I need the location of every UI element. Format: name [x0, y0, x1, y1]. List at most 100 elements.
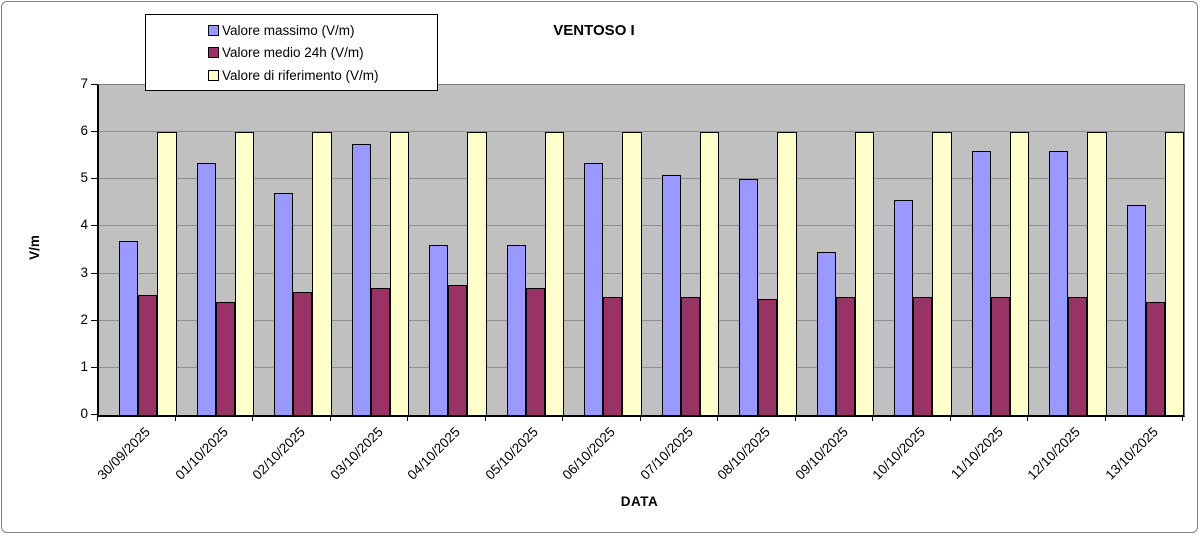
- bar: [1009, 132, 1030, 415]
- y-axis-title: V/m: [26, 235, 42, 260]
- legend-item-label: Valore medio 24h (V/m): [222, 45, 364, 60]
- bar-group: [177, 85, 255, 415]
- y-tick-mark: [91, 178, 97, 180]
- bar-group: [564, 85, 642, 415]
- y-tick-label: 0: [80, 406, 88, 421]
- x-tick-label: 13/10/2025: [1102, 424, 1161, 483]
- x-tick-mark: [174, 416, 176, 421]
- x-tick-mark: [484, 416, 486, 421]
- legend-item-label: Valore di riferimento (V/m): [222, 67, 379, 83]
- y-tick-mark: [91, 414, 97, 415]
- bar: [913, 297, 933, 415]
- bar: [1049, 151, 1069, 415]
- x-tick-label: 06/10/2025: [559, 424, 619, 483]
- bar: [622, 132, 642, 415]
- x-tick-mark: [872, 416, 873, 421]
- bar: [370, 288, 390, 415]
- x-axis-title: DATA: [620, 494, 659, 509]
- x-tick-mark: [407, 416, 408, 421]
- x-tick-label: 30/09/2025: [94, 424, 154, 483]
- bar-group: [409, 85, 487, 415]
- bar-group: [99, 85, 177, 415]
- bar: [215, 302, 235, 415]
- y-tick-label: 5: [80, 170, 88, 186]
- x-tick-mark: [329, 416, 331, 421]
- x-tick-mark: [639, 416, 641, 421]
- x-tick-label: 07/10/2025: [637, 424, 696, 483]
- x-tick-mark: [1027, 416, 1028, 421]
- bar: [506, 245, 526, 415]
- bar: [138, 295, 158, 415]
- bar: [293, 292, 313, 415]
- bar-group: [254, 85, 332, 415]
- bar: [429, 245, 449, 415]
- bar: [971, 151, 991, 415]
- bar: [603, 297, 623, 415]
- bar: [932, 132, 952, 415]
- bar: [1126, 205, 1146, 415]
- x-tick-label: 10/10/2025: [869, 424, 929, 483]
- bar-group: [1029, 85, 1107, 415]
- legend-item: Valore di riferimento (V/m): [208, 68, 437, 83]
- bar: [680, 297, 700, 415]
- bar: [835, 297, 855, 415]
- bar: [1068, 297, 1088, 415]
- y-tick-mark: [91, 272, 97, 274]
- bar: [699, 132, 720, 415]
- bar: [196, 163, 216, 415]
- y-tick-mark: [91, 366, 97, 368]
- x-tick-label: 11/10/2025: [947, 424, 1006, 482]
- bar: [661, 175, 681, 415]
- bar: [1087, 132, 1107, 415]
- chart-title: VENTOSO I: [553, 22, 635, 39]
- y-tick-mark: [91, 319, 97, 321]
- bar: [1145, 302, 1165, 415]
- bar: [234, 132, 255, 415]
- legend: Valore massimo (V/m) Valore medio 24h (V/…: [145, 14, 438, 91]
- x-tick-label: 09/10/2025: [792, 424, 851, 483]
- bar-group: [1107, 85, 1185, 415]
- bar: [544, 132, 565, 415]
- y-tick-mark: [91, 131, 97, 133]
- x-tick-label: 12/10/2025: [1024, 424, 1084, 483]
- x-tick-label: 08/10/2025: [714, 424, 774, 483]
- x-tick-label: 05/10/2025: [482, 424, 541, 483]
- y-tick-label: 2: [80, 311, 88, 327]
- plot-area: [97, 84, 1185, 417]
- x-tick-mark: [97, 416, 98, 421]
- bar-group: [874, 85, 952, 415]
- x-tick-mark: [717, 416, 718, 421]
- bar: [990, 297, 1010, 415]
- y-tick-mark: [91, 225, 97, 227]
- y-tick-label: 7: [80, 76, 88, 91]
- bar: [739, 179, 759, 415]
- bar: [777, 132, 797, 415]
- bar-group: [797, 85, 875, 415]
- legend-item-label: Valore massimo (V/m): [222, 22, 355, 38]
- bar-group: [719, 85, 797, 415]
- bar: [854, 132, 875, 415]
- bar: [467, 132, 487, 415]
- x-tick-mark: [252, 416, 253, 421]
- y-tick-label: 4: [80, 217, 88, 233]
- legend-swatch-icon: [208, 47, 219, 58]
- x-tick-mark: [562, 416, 563, 421]
- x-tick-label: 03/10/2025: [327, 424, 386, 483]
- y-tick-label: 3: [80, 264, 88, 280]
- bar: [525, 288, 545, 415]
- gridline: [99, 131, 1184, 133]
- legend-swatch-icon: [208, 69, 219, 81]
- bar: [157, 132, 177, 415]
- legend-item: Valore medio 24h (V/m): [208, 45, 437, 60]
- bar: [448, 285, 468, 415]
- bar: [389, 132, 410, 415]
- bar-group: [642, 85, 720, 415]
- bar: [274, 193, 294, 415]
- bar-group: [487, 85, 565, 415]
- bar: [758, 299, 778, 415]
- bar: [584, 163, 604, 415]
- bar-group: [332, 85, 410, 415]
- legend-swatch-icon: [208, 24, 219, 36]
- bar-group: [952, 85, 1030, 415]
